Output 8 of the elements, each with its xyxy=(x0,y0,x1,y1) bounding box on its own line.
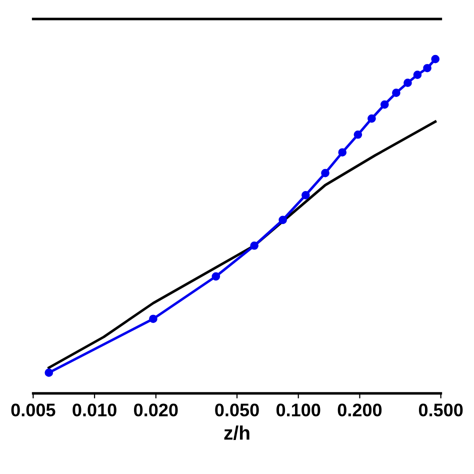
x-tick-label: 0.010 xyxy=(72,404,116,416)
x-tick-label: 0.100 xyxy=(276,404,320,416)
x-tick-label: 0.020 xyxy=(134,404,178,416)
x-axis-title: z/h xyxy=(224,426,250,440)
x-tick-label: 0.200 xyxy=(338,404,382,416)
x-tick-label: 0.500 xyxy=(418,404,463,416)
x-tick-label: 0.050 xyxy=(215,404,259,416)
x-tick-label: 0.005 xyxy=(11,404,56,416)
